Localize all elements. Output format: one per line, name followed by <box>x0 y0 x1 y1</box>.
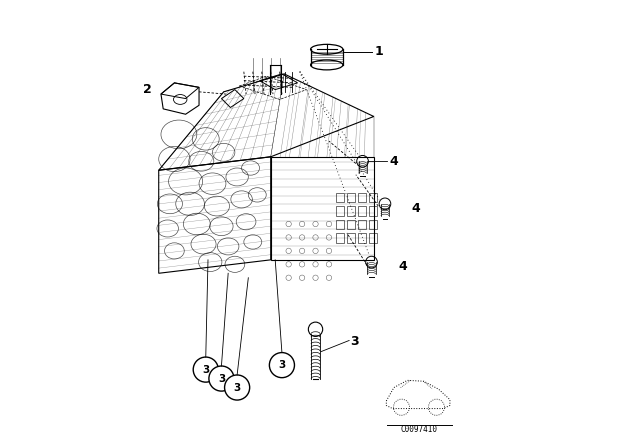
Text: 1: 1 <box>374 45 383 58</box>
Circle shape <box>269 353 294 378</box>
Text: 3: 3 <box>234 383 241 392</box>
Text: C0097410: C0097410 <box>400 425 437 434</box>
Bar <box>336 233 344 243</box>
Text: 2: 2 <box>143 83 152 96</box>
Text: 3: 3 <box>218 374 225 383</box>
Bar <box>347 220 355 229</box>
Text: 4: 4 <box>412 202 420 215</box>
Bar <box>358 206 366 216</box>
Text: 3: 3 <box>278 360 285 370</box>
Text: 4: 4 <box>398 260 407 273</box>
Circle shape <box>209 366 234 391</box>
Text: 3: 3 <box>202 365 209 375</box>
Bar <box>369 193 378 202</box>
Circle shape <box>193 357 218 382</box>
Bar <box>358 220 366 229</box>
Bar <box>336 220 344 229</box>
Text: 3: 3 <box>351 335 359 348</box>
Bar <box>358 193 366 202</box>
Bar <box>336 193 344 202</box>
Bar <box>347 206 355 216</box>
Bar <box>369 233 378 243</box>
Text: 4: 4 <box>389 155 398 168</box>
Bar <box>336 206 344 216</box>
Bar <box>358 233 366 243</box>
Circle shape <box>225 375 250 400</box>
Bar <box>369 220 378 229</box>
Bar <box>347 233 355 243</box>
Bar <box>369 206 378 216</box>
Bar <box>347 193 355 202</box>
